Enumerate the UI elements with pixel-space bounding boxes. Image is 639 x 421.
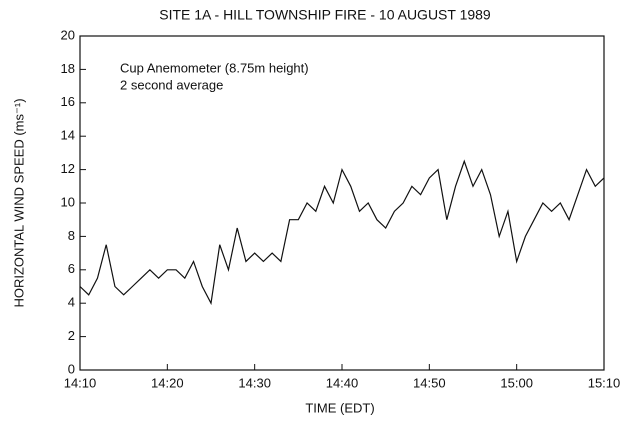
x-tick-label: 14:10 xyxy=(64,375,97,390)
y-tick-label: 14 xyxy=(61,128,75,143)
wind-speed-line xyxy=(79,159,605,306)
x-axis-label: TIME (EDT) xyxy=(305,400,374,415)
y-tick-label: 2 xyxy=(68,328,75,343)
chart-title: SITE 1A - HILL TOWNSHIP FIRE - 10 AUGUST… xyxy=(159,7,491,23)
y-tick-label: 18 xyxy=(61,61,75,76)
x-tick-label: 15:10 xyxy=(588,375,621,390)
x-tick-label: 15:00 xyxy=(500,375,533,390)
x-tick-label: 14:40 xyxy=(326,375,359,390)
y-tick-label: 4 xyxy=(68,295,75,310)
annotation: 2 second average xyxy=(120,77,223,92)
y-tick-label: 16 xyxy=(61,94,75,109)
x-tick-label: 14:50 xyxy=(413,375,446,390)
y-axis-label: HORIZONTAL WIND SPEED (ms⁻¹) xyxy=(11,98,26,307)
annotation: Cup Anemometer (8.75m height) xyxy=(120,60,309,75)
y-tick-label: 12 xyxy=(61,161,75,176)
x-tick-label: 14:30 xyxy=(238,375,271,390)
y-tick-label: 0 xyxy=(68,361,75,376)
x-tick-label: 14:20 xyxy=(151,375,184,390)
y-tick-label: 20 xyxy=(61,27,75,42)
y-tick-label: 10 xyxy=(61,194,75,209)
y-tick-label: 8 xyxy=(68,228,75,243)
y-tick-label: 6 xyxy=(68,261,75,276)
